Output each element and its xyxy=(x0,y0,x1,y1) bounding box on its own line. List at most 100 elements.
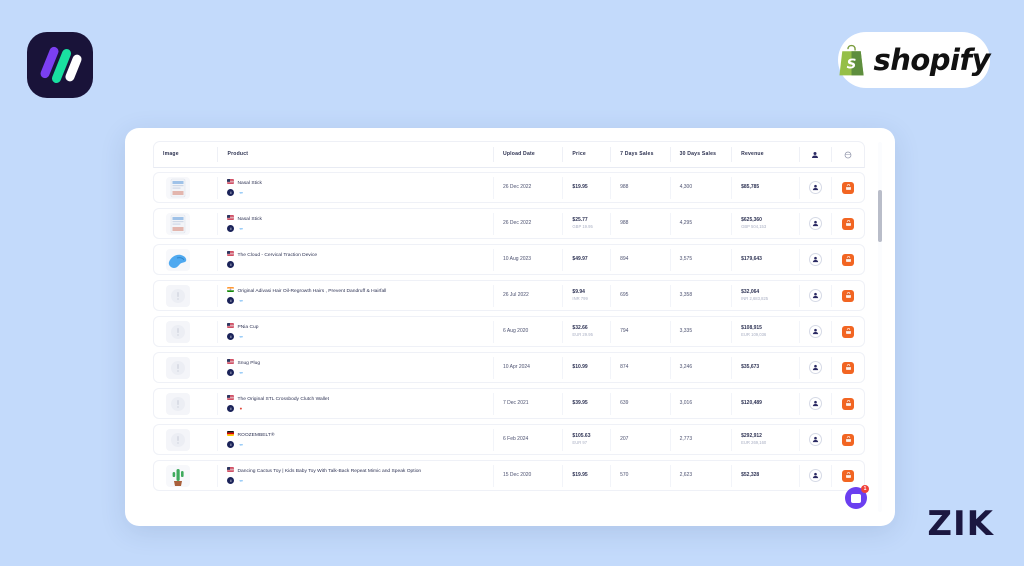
info-badge-icon[interactable]: i xyxy=(227,441,235,448)
info-badge-icon[interactable]: i xyxy=(227,477,235,484)
cell-basket-action[interactable] xyxy=(831,356,864,379)
cell-basket-action[interactable] xyxy=(831,284,864,307)
add-to-basket-button[interactable] xyxy=(842,325,855,338)
add-to-basket-button[interactable] xyxy=(842,397,855,410)
table-row[interactable]: Nasal Stick i ∞ 26 Dec 2022 $19.95 988 4,300 $8… xyxy=(153,172,865,203)
alert-badge-icon[interactable]: ● xyxy=(239,406,243,411)
product-thumbnail[interactable] xyxy=(166,428,190,451)
view-store-button[interactable] xyxy=(808,469,822,482)
cell-store-action[interactable] xyxy=(798,212,832,235)
column-header-revenue[interactable]: Revenue xyxy=(731,147,798,162)
cell-product[interactable]: The Cloud - Cervical Traction Device i xyxy=(217,248,493,271)
column-header-30-days-sales[interactable]: 30 Days Sales xyxy=(669,147,732,162)
info-badge-icon[interactable]: i xyxy=(227,297,235,304)
cell-product[interactable]: PNia Cup i ∞ xyxy=(217,320,493,343)
product-title[interactable]: The Original STL Crossbody Clutch Wallet xyxy=(237,396,329,402)
aliexpress-badge-icon[interactable]: ∞ xyxy=(239,370,243,375)
add-to-basket-button[interactable] xyxy=(842,289,855,302)
add-to-basket-button[interactable] xyxy=(842,217,855,230)
vertical-scrollbar-thumb[interactable] xyxy=(878,190,882,242)
column-header-price[interactable]: Price xyxy=(562,147,610,162)
cell-product[interactable]: The Original STL Crossbody Clutch Wallet… xyxy=(217,392,493,415)
cell-product[interactable]: ROOZEMBELT® i ∞ xyxy=(217,428,493,451)
product-thumbnail[interactable] xyxy=(166,212,190,235)
chat-widget-button[interactable]: 1 xyxy=(845,485,869,509)
table-row[interactable]: Nasal Stick i ∞ 26 Dec 2022 $25.77 GBP 19.95 9… xyxy=(153,208,865,239)
table-row[interactable]: The Original STL Crossbody Clutch Wallet… xyxy=(153,388,865,419)
column-header-basket-icon[interactable] xyxy=(831,147,864,162)
add-to-basket-button[interactable] xyxy=(842,433,855,446)
view-store-button[interactable] xyxy=(808,253,822,266)
product-thumbnail[interactable] xyxy=(166,176,190,199)
vertical-scrollbar-track[interactable] xyxy=(878,142,882,512)
info-badge-icon[interactable]: i xyxy=(227,189,235,196)
view-store-button[interactable] xyxy=(808,397,822,410)
aliexpress-badge-icon[interactable]: ∞ xyxy=(239,190,243,195)
view-store-button[interactable] xyxy=(808,289,822,302)
product-thumbnail[interactable] xyxy=(166,320,190,343)
cell-store-action[interactable] xyxy=(798,248,832,271)
table-row[interactable]: The Cloud - Cervical Traction Device i 10 … xyxy=(153,244,865,275)
cell-store-action[interactable] xyxy=(798,284,832,307)
view-store-button[interactable] xyxy=(808,361,822,374)
column-header-upload-date[interactable]: Upload Date xyxy=(492,147,562,162)
product-title[interactable]: The Cloud - Cervical Traction Device xyxy=(237,252,318,258)
product-title[interactable]: Snug Plug xyxy=(237,360,261,366)
view-store-button[interactable] xyxy=(808,433,822,446)
cell-product[interactable]: Dancing Cactus Toy | Kids Baby Toy With … xyxy=(217,464,493,487)
table-row[interactable]: Snug Plug i ∞ 10 Apr 2024 $10.99 874 3,246 $35,… xyxy=(153,352,865,383)
aliexpress-badge-icon[interactable]: ∞ xyxy=(239,334,243,339)
aliexpress-badge-icon[interactable]: ∞ xyxy=(239,478,243,483)
product-title[interactable]: Dancing Cactus Toy | Kids Baby Toy With … xyxy=(237,468,422,474)
info-badge-icon[interactable]: i xyxy=(227,261,235,268)
column-header-product[interactable]: Product xyxy=(217,147,493,162)
product-thumbnail[interactable] xyxy=(166,356,190,379)
product-thumbnail[interactable] xyxy=(166,248,190,271)
cell-product[interactable]: Original Adivasi Hair Oil-Regrowth Hairs… xyxy=(217,284,493,307)
view-store-button[interactable] xyxy=(808,217,822,230)
column-header-store-icon[interactable] xyxy=(798,147,832,162)
view-store-button[interactable] xyxy=(808,325,822,338)
cell-basket-action[interactable] xyxy=(831,248,864,271)
add-to-basket-button[interactable] xyxy=(842,361,855,374)
aliexpress-badge-icon[interactable]: ∞ xyxy=(239,226,243,231)
product-thumbnail[interactable] xyxy=(166,464,190,487)
cell-basket-action[interactable] xyxy=(831,428,864,451)
cell-product[interactable]: Nasal Stick i ∞ xyxy=(217,212,493,235)
cell-store-action[interactable] xyxy=(798,356,832,379)
aliexpress-badge-icon[interactable]: ∞ xyxy=(239,298,243,303)
cell-product[interactable]: Nasal Stick i ∞ xyxy=(217,176,493,199)
product-thumbnail[interactable] xyxy=(166,392,190,415)
table-row[interactable]: PNia Cup i ∞ 6 Aug 2020 $32.66 EUR 29.95 794 3,… xyxy=(153,316,865,347)
table-row[interactable]: Dancing Cactus Toy | Kids Baby Toy With … xyxy=(153,460,865,491)
view-store-button[interactable] xyxy=(808,181,822,194)
cell-basket-action[interactable] xyxy=(831,392,864,415)
product-title[interactable]: Nasal Stick xyxy=(237,180,262,186)
info-badge-icon[interactable]: i xyxy=(227,369,235,376)
cell-store-action[interactable] xyxy=(798,176,832,199)
cell-store-action[interactable] xyxy=(798,392,832,415)
product-title[interactable]: PNia Cup xyxy=(237,324,259,330)
add-to-basket-button[interactable] xyxy=(842,469,855,482)
cell-product[interactable]: Snug Plug i ∞ xyxy=(217,356,493,379)
column-header-image[interactable]: Image xyxy=(163,151,179,157)
info-badge-icon[interactable]: i xyxy=(227,225,235,232)
add-to-basket-button[interactable] xyxy=(842,181,855,194)
add-to-basket-button[interactable] xyxy=(842,253,855,266)
table-row[interactable]: Original Adivasi Hair Oil-Regrowth Hairs… xyxy=(153,280,865,311)
cell-basket-action[interactable] xyxy=(831,212,864,235)
table-row[interactable]: ROOZEMBELT® i ∞ 6 Feb 2024 $105.63 EUR 97 207 2… xyxy=(153,424,865,455)
column-header-7-days-sales[interactable]: 7 Days Sales xyxy=(610,147,670,162)
cell-basket-action[interactable] xyxy=(831,176,864,199)
product-thumbnail[interactable] xyxy=(166,284,190,307)
product-title[interactable]: Nasal Stick xyxy=(237,216,262,222)
info-badge-icon[interactable]: i xyxy=(227,333,235,340)
aliexpress-badge-icon[interactable]: ∞ xyxy=(239,442,243,447)
cell-basket-action[interactable] xyxy=(831,320,864,343)
product-title[interactable]: ROOZEMBELT® xyxy=(237,432,275,438)
info-badge-icon[interactable]: i xyxy=(227,405,235,412)
cell-store-action[interactable] xyxy=(798,464,832,487)
cell-basket-action[interactable] xyxy=(831,464,864,487)
cell-store-action[interactable] xyxy=(798,428,832,451)
product-title[interactable]: Original Adivasi Hair Oil-Regrowth Hairs… xyxy=(237,288,387,294)
